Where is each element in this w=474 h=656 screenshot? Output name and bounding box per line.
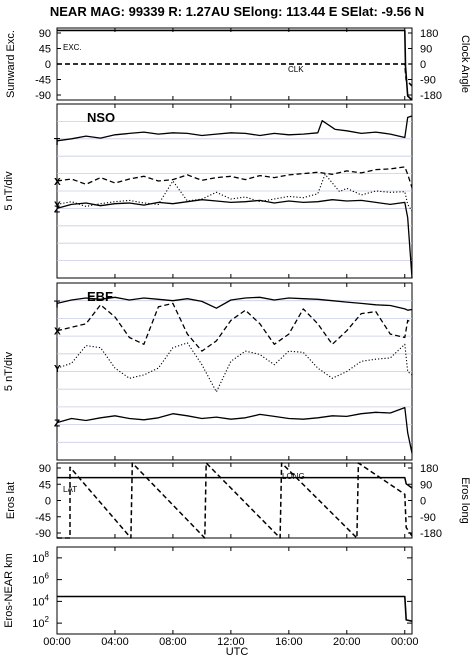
panel-4-frame	[56, 462, 413, 539]
panel-3-annotation: EBF	[87, 289, 113, 304]
panel-4-ytick-left: -45	[35, 512, 51, 524]
panel-3-series-x	[56, 302, 413, 352]
panel-4-ytick-right: -180	[420, 528, 442, 540]
panel-5-ylabel: Eros-NEAR km	[3, 553, 15, 628]
panel-2-series-label: X	[54, 177, 61, 188]
xtick-label: 12:00	[217, 636, 245, 648]
xtick-label: 20:00	[333, 636, 361, 648]
panel-1-ytick-left: -45	[35, 75, 51, 87]
panel-1-ylabel-right: Clock Angle	[459, 35, 471, 93]
panel-2-annotation: NSO	[87, 110, 115, 125]
panel-2-series-label: T	[54, 137, 60, 148]
panel-4-series-label: LONG	[282, 472, 305, 481]
panel-3-series-z	[56, 406, 413, 454]
panel-4-series-label: LAT	[63, 485, 77, 494]
panel-2-series-z	[56, 199, 413, 279]
panel-2-series-label: Y	[54, 200, 61, 211]
panel-5-frame	[56, 546, 413, 635]
xtick-label: 04:00	[101, 636, 129, 648]
panel-1-series-exc	[57, 29, 413, 101]
panel-1-ytick-left: 0	[45, 59, 51, 71]
panel-2-series-t	[56, 115, 413, 142]
panel-1-ytick-right: 180	[420, 28, 438, 40]
panel-4-ytick-left: -90	[35, 528, 51, 540]
panel-4-ylabel-left: Eros lat	[5, 482, 17, 519]
panel-3-series-label: Z	[54, 419, 60, 430]
panel-2-series-y	[56, 173, 413, 212]
panel-1-ytick-right: -90	[420, 75, 436, 87]
panel-4-ytick-right: 0	[420, 496, 426, 508]
panels: 90 180 45 90 0 0 -45 -90 -90 -180 Sunward Exc. Cloc…	[3, 27, 471, 656]
x-axis-label: UTC	[226, 646, 249, 656]
panel-3-series-label: T	[54, 299, 60, 310]
panel-5-ytick: 104	[32, 593, 49, 608]
panel-4-ylabel-right: Eros long	[459, 477, 471, 523]
panel-1-ytick-left: 45	[39, 44, 51, 56]
panel-4-ytick-right: 90	[420, 479, 432, 491]
panel-4-ytick-right: -90	[420, 512, 436, 524]
panel-1-series-clk	[57, 63, 413, 87]
xtick-label: 08:00	[159, 636, 187, 648]
xtick-label: 00:00	[391, 636, 419, 648]
panel-5-ytick: 106	[32, 572, 49, 587]
panel-5-ytick: 108	[32, 550, 49, 565]
panel-5-series-range	[57, 595, 413, 622]
panel-3-series-y	[56, 342, 413, 393]
panel-4-ytick-left: 45	[39, 479, 51, 491]
panel-2-ylabel: 5 nT/div	[3, 171, 15, 211]
panel-3-series-label: Y	[54, 364, 61, 375]
panel-4-ytick-right: 180	[420, 463, 438, 475]
panel-4-series-lat	[57, 476, 413, 489]
panel-1-ytick-right: -180	[420, 90, 442, 102]
panel-1-ytick-left: -90	[35, 90, 51, 102]
panel-3-ylabel: 5 nT/div	[3, 351, 15, 391]
panel-4-series-long	[57, 462, 413, 539]
panel-1-series-label: CLK	[288, 65, 304, 74]
xtick-label: 00:00	[43, 636, 71, 648]
panel-1-series-label: EXC.	[63, 43, 82, 52]
panel-1-ytick-left: 90	[39, 28, 51, 40]
panel-5-ytick: 102	[32, 615, 49, 630]
chart-title: NEAR MAG: 99339 R: 1.27AU SElong: 113.44…	[50, 4, 424, 19]
panel-1-ytick-right: 90	[420, 44, 432, 56]
panel-4-ytick-left: 90	[39, 463, 51, 475]
panel-2-series-x	[56, 166, 413, 188]
panel-1-ytick-right: 0	[420, 59, 426, 71]
panel-3-series-t	[56, 296, 413, 311]
xtick-label: 16:00	[275, 636, 303, 648]
panel-3-series-label: X	[54, 327, 61, 338]
panel-4-ytick-left: 0	[45, 496, 51, 508]
panel-2-series-label: Z	[54, 204, 60, 215]
panel-1-ylabel-left: Sunward Exc.	[5, 30, 17, 98]
